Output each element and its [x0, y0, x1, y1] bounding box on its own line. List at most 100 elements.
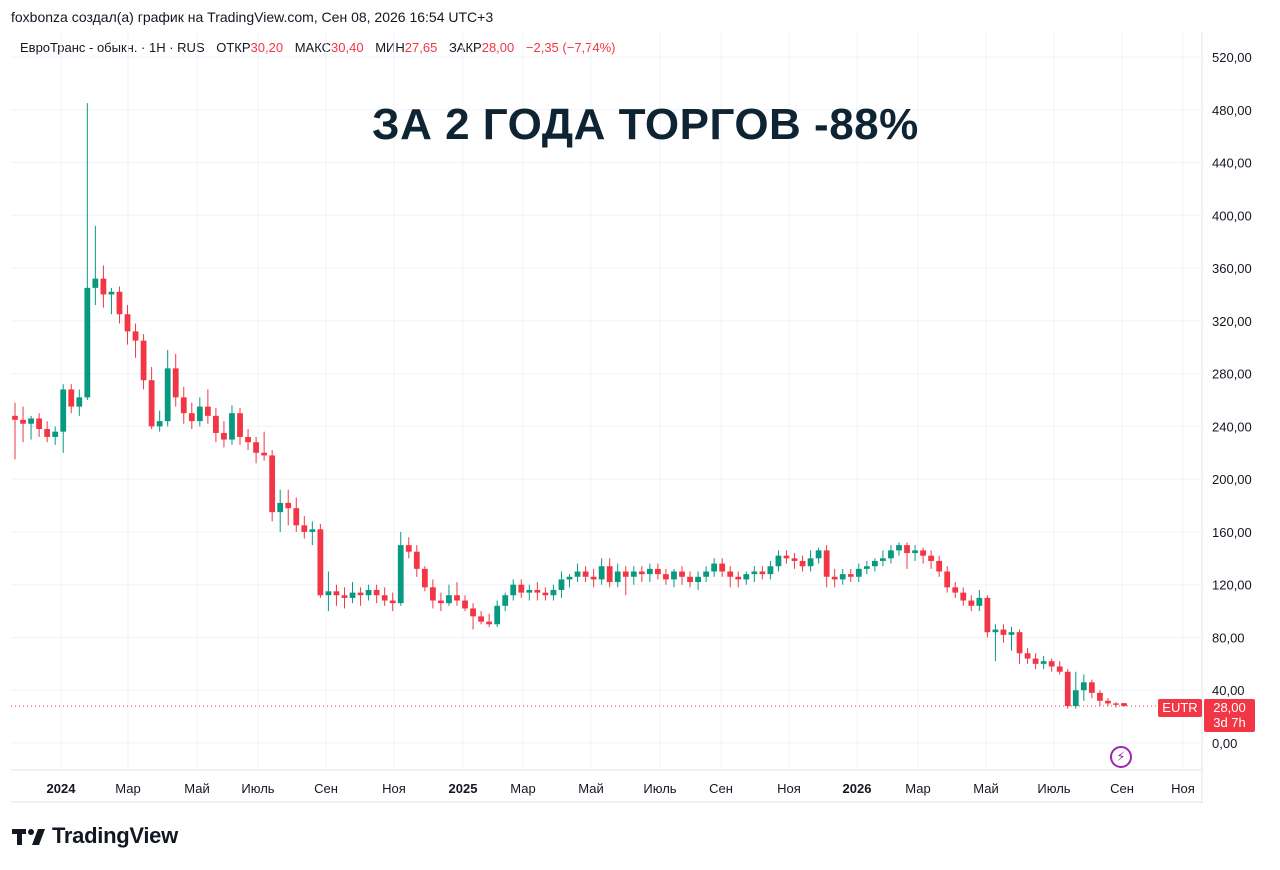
candle	[76, 389, 83, 416]
candle	[253, 436, 259, 464]
candle	[791, 553, 798, 569]
candle-body	[896, 545, 902, 551]
open-label: ОТКР	[216, 40, 251, 55]
axes: 0,00 40,00 80,00 120,00 160,00 200,00 240,00 28…	[11, 32, 1252, 803]
candle	[590, 568, 597, 588]
candle-body	[381, 595, 388, 601]
candle-body	[357, 592, 364, 596]
candle	[896, 542, 902, 556]
candle-body	[188, 413, 195, 422]
candle-body	[156, 421, 163, 427]
candle	[743, 571, 750, 585]
symbol-label[interactable]: ЕвроТранс - обыкн. · 1Н · RUS	[20, 40, 205, 55]
candle	[614, 563, 621, 588]
candle-body	[855, 568, 862, 577]
candle-body	[630, 571, 637, 577]
candle-body	[140, 340, 147, 381]
candle-body	[526, 589, 533, 593]
candle-body	[429, 587, 436, 601]
candle-body	[1096, 692, 1103, 701]
candle	[172, 353, 179, 407]
y-tick-label: 240,00	[1212, 419, 1252, 434]
candle-body	[92, 278, 99, 288]
candle-body	[960, 592, 967, 601]
candle-body	[237, 413, 243, 437]
candle-body	[687, 576, 693, 583]
candle	[646, 563, 653, 583]
candle	[52, 426, 59, 445]
candle	[510, 579, 517, 601]
y-tick-label: 80,00	[1212, 630, 1245, 645]
candle	[815, 547, 822, 564]
candle-body	[229, 413, 235, 440]
candle-body	[405, 545, 412, 552]
candle-body	[1105, 700, 1111, 704]
candle	[526, 584, 533, 601]
candle	[341, 587, 348, 609]
candle	[703, 566, 710, 583]
candle	[1064, 669, 1071, 709]
candle-body	[317, 529, 324, 596]
x-tick-label: Май	[973, 781, 998, 796]
x-tick-label: Ноя	[382, 781, 406, 796]
candle	[454, 582, 460, 606]
candle-body	[76, 397, 83, 407]
candle	[855, 563, 862, 583]
x-tick-label: Июль	[1037, 781, 1070, 796]
candle-body	[590, 576, 597, 580]
candle	[735, 571, 742, 588]
candle-body	[28, 418, 34, 424]
x-tick-label: Мар	[115, 781, 140, 796]
y-tick-label: 120,00	[1212, 578, 1252, 593]
candle-body	[454, 595, 460, 601]
candle-body	[108, 291, 115, 295]
high-label: МАКС	[294, 40, 332, 55]
candle-body	[349, 592, 356, 598]
candle	[1024, 648, 1031, 664]
candle	[237, 407, 243, 445]
candle	[944, 566, 951, 593]
candle	[36, 413, 43, 437]
candle	[12, 402, 18, 460]
candle	[727, 566, 734, 588]
candle-body	[767, 566, 774, 575]
candle	[622, 566, 629, 596]
logo-text: TradingView	[52, 823, 178, 848]
candle-body	[221, 432, 227, 440]
candle-body	[888, 550, 894, 559]
symbol-price-tag: EUTR	[1158, 699, 1202, 717]
x-tick-label: 2024	[47, 781, 77, 796]
candle	[823, 545, 830, 588]
chart-headline: ЗА 2 ГОДА ТОРГОВ -88%	[372, 100, 919, 149]
candle-body	[365, 589, 372, 596]
candle-body	[470, 608, 476, 617]
candle	[1105, 698, 1111, 707]
candle	[1072, 671, 1079, 709]
candle-body	[968, 600, 975, 606]
last-price-value: 28,00	[1213, 700, 1246, 715]
close-value: 28,00	[481, 40, 515, 55]
candle-body	[719, 563, 726, 572]
candle-body	[397, 545, 404, 604]
lightning-icon[interactable]: ⚡	[1110, 746, 1132, 768]
ohlc-legend: ЕвроТранс - обыкн. · 1Н · RUS ОТКР30,20 …	[20, 40, 616, 55]
candle	[100, 265, 107, 308]
candle-body	[36, 418, 43, 430]
candle	[397, 531, 404, 606]
candle	[1121, 702, 1127, 707]
candle	[68, 384, 75, 414]
candle	[108, 287, 115, 315]
candle	[188, 402, 195, 430]
candle-body	[711, 563, 718, 572]
candle	[462, 595, 468, 612]
candle-body	[44, 429, 51, 437]
candle-body	[944, 571, 951, 588]
candle	[839, 568, 846, 585]
x-tick-label: Сен	[314, 781, 338, 796]
candle	[550, 584, 557, 601]
candle	[438, 592, 444, 612]
candle	[534, 582, 541, 601]
candle-body	[518, 584, 525, 593]
candle-body	[614, 571, 621, 583]
